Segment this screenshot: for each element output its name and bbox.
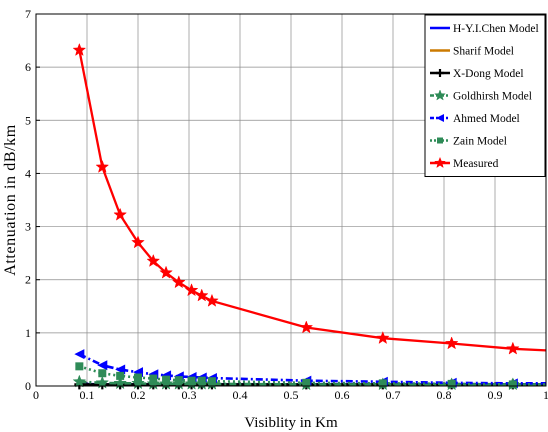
- legend-label: Sharif Model: [453, 46, 514, 58]
- legend-entry: X-Dong Model: [430, 68, 524, 80]
- data-point: [134, 373, 142, 382]
- legend-label: Measured: [453, 158, 499, 170]
- legend-entry: Sharif Model: [430, 46, 514, 58]
- legend-entry: Goldhirsh Model: [430, 89, 532, 103]
- legend-label: Ahmed Model: [453, 113, 520, 125]
- x-tick-label: 0.8: [437, 388, 452, 402]
- x-tick-label: 0.4: [233, 388, 248, 402]
- data-point: [159, 265, 173, 279]
- x-axis-ticks: 0 0.1 0.2 0.3 0.4 0.5 0.6 0.7 0.8 0.9 1: [33, 382, 548, 402]
- data-point: [184, 283, 199, 297]
- series-5: [75, 362, 546, 389]
- x-axis-label: Visiblity in Km: [244, 415, 338, 431]
- x-tick-label: 1: [543, 388, 548, 402]
- data-point: [434, 89, 446, 101]
- data-point: [205, 293, 219, 307]
- legend-box: [424, 14, 546, 177]
- legend: H-Y.I.Chen Model Sharif Model X-Dong Model…: [424, 14, 546, 177]
- plot-frame: [35, 13, 547, 387]
- legend-label: H-Y.I.Chen Model: [453, 23, 539, 35]
- legend-label: X-Dong Model: [453, 68, 524, 80]
- data-point: [75, 362, 84, 371]
- data-point: [444, 336, 459, 350]
- data-point: [194, 288, 209, 302]
- y-axis-ticks: 0 1 2 3 4 5 6 7: [25, 7, 40, 393]
- y-tick-label: 4: [25, 166, 31, 180]
- data-point: [146, 376, 161, 390]
- data-point: [74, 349, 85, 360]
- legend-entry: Zain Model: [430, 136, 507, 148]
- data-point: [149, 374, 158, 383]
- data-point: [434, 156, 446, 169]
- series-6: [72, 42, 547, 355]
- series-layer: [72, 42, 547, 391]
- legend-label: Goldhirsh Model: [453, 91, 532, 103]
- data-point: [436, 69, 444, 77]
- y-tick-label: 5: [25, 113, 31, 127]
- x-tick-label: 0.5: [284, 388, 299, 402]
- x-tick-label: 0.9: [488, 388, 503, 402]
- data-point: [447, 379, 456, 388]
- y-tick-label: 7: [25, 7, 31, 21]
- x-tick-label: 0.1: [80, 388, 95, 402]
- data-point: [207, 377, 216, 386]
- legend-entry: H-Y.I.Chen Model: [430, 23, 539, 35]
- series-line: [78, 365, 546, 386]
- data-point: [116, 371, 125, 380]
- data-point: [375, 330, 390, 345]
- data-point: [187, 376, 196, 385]
- legend-label: Zain Model: [453, 136, 507, 148]
- y-tick-label: 2: [25, 273, 31, 287]
- data-point: [174, 376, 183, 385]
- data-point: [95, 159, 110, 173]
- data-point: [97, 360, 108, 371]
- data-point: [197, 376, 206, 385]
- y-tick-label: 6: [25, 60, 31, 74]
- data-point: [302, 378, 311, 387]
- legend-entry: Ahmed Model: [430, 113, 520, 125]
- data-point: [146, 253, 161, 267]
- data-point: [508, 380, 517, 389]
- x-tick-label: 0: [33, 388, 39, 402]
- y-axis-label: Attenuation in dB/km: [2, 124, 19, 276]
- x-tick-label: 0.3: [182, 388, 197, 402]
- x-tick-label: 0.6: [335, 388, 350, 402]
- data-point: [436, 114, 444, 122]
- data-point: [505, 341, 520, 355]
- y-tick-label: 1: [25, 326, 31, 340]
- data-point: [113, 207, 128, 221]
- x-tick-label: 0.7: [386, 388, 401, 402]
- x-tick-label: 0.2: [131, 388, 146, 402]
- y-tick-label: 0: [25, 379, 31, 393]
- data-point: [98, 369, 107, 378]
- data-point: [72, 42, 87, 56]
- data-point: [131, 235, 145, 249]
- legend-entry: Measured: [430, 156, 499, 170]
- data-point: [437, 137, 443, 144]
- data-point: [171, 275, 186, 289]
- data-point: [299, 320, 314, 334]
- data-point: [378, 379, 387, 388]
- data-point: [162, 375, 171, 384]
- y-tick-label: 3: [25, 220, 31, 234]
- data-point: [72, 374, 87, 388]
